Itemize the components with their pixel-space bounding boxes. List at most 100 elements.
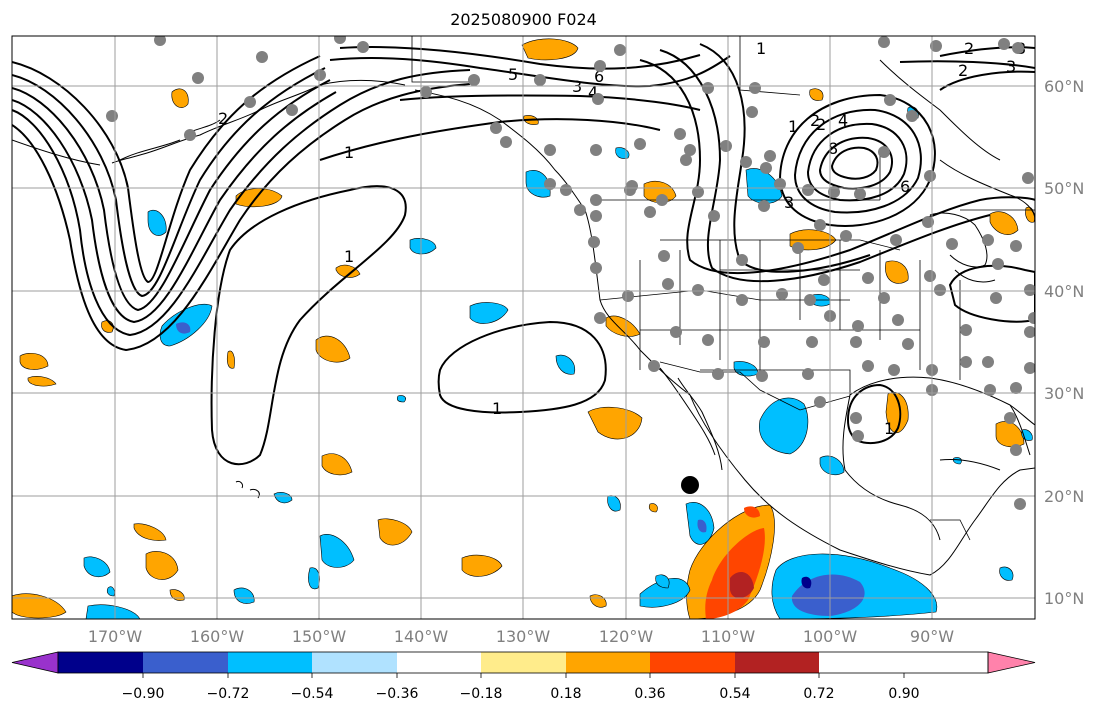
lon-label: 130°W — [496, 627, 551, 646]
station-dot — [1024, 284, 1035, 296]
station-dot — [692, 284, 704, 296]
colorbar-tick-label: 0.36 — [634, 686, 665, 702]
station-dot — [594, 312, 606, 324]
station-dot — [998, 38, 1010, 50]
station-dot — [712, 368, 724, 380]
station-dot — [590, 144, 602, 156]
station-dot — [756, 370, 768, 382]
station-dot — [960, 324, 972, 336]
station-dot — [924, 170, 936, 182]
colorbar-segment — [481, 652, 566, 673]
station-dot — [792, 242, 804, 254]
station-dot — [644, 206, 656, 218]
lon-label: 90°W — [910, 627, 954, 646]
station-dot — [1012, 42, 1024, 54]
station-dot — [740, 156, 752, 168]
station-dot — [960, 356, 972, 368]
station-dot — [902, 338, 914, 350]
lat-label: 60°N — [1044, 77, 1084, 96]
lat-label: 10°N — [1044, 589, 1084, 608]
station-dot — [594, 60, 606, 72]
station-dot — [534, 74, 546, 86]
station-dot — [802, 368, 814, 380]
station-dot — [702, 82, 714, 94]
station-dot — [934, 284, 946, 296]
station-dot — [184, 129, 196, 141]
station-dot — [1024, 362, 1035, 374]
station-dot — [736, 294, 748, 306]
colorbar-segment — [650, 652, 735, 673]
station-dot — [818, 274, 830, 286]
station-dot — [884, 94, 896, 106]
colorbar-border — [57, 651, 989, 674]
lon-label: 120°W — [599, 627, 654, 646]
station-dot — [888, 364, 900, 376]
station-dot — [544, 144, 556, 156]
station-dot — [862, 272, 874, 284]
station-dot — [286, 104, 298, 116]
contour-label: 1 — [884, 419, 894, 438]
station-dot — [990, 292, 1002, 304]
station-dot — [256, 51, 268, 63]
station-dot — [850, 336, 862, 348]
station-dot — [154, 36, 166, 46]
station-dot — [878, 146, 890, 158]
station-dot — [420, 86, 432, 98]
colorbar-tick-labels: −0.90 −0.72 −0.54 −0.36 −0.18 0.18 0.36 … — [122, 686, 920, 702]
station-dot — [720, 140, 732, 152]
contour-label: 1 — [788, 117, 798, 136]
station-dot — [1004, 412, 1016, 424]
colorbar-segment — [312, 652, 397, 673]
station-dot — [1010, 382, 1022, 394]
colorbar-tick-label: 0.72 — [803, 686, 834, 702]
station-dot — [1024, 326, 1035, 338]
station-dot — [192, 72, 204, 84]
station-dot — [776, 288, 788, 300]
station-dot — [774, 178, 786, 190]
station-dot — [892, 314, 904, 326]
station-dot — [574, 204, 586, 216]
station-dot — [588, 236, 600, 248]
longitude-labels: 170°W 160°W 150°W 140°W 130°W 120°W 110°… — [88, 627, 954, 646]
station-dot — [357, 41, 369, 53]
station-dot — [544, 178, 556, 190]
contour-label: 2 — [816, 115, 826, 134]
colorbar — [11, 651, 1036, 678]
station-dot — [828, 186, 840, 198]
colorbar-extend-max — [987, 651, 1036, 674]
station-dot — [922, 216, 934, 228]
contour-label: 1 — [344, 143, 354, 162]
contour-label: 1 — [756, 39, 766, 58]
station-dot — [592, 93, 604, 105]
colorbar-tick-label: −0.18 — [460, 686, 503, 702]
colorbar-tick-label: −0.90 — [122, 686, 165, 702]
contour-label: 3 — [1006, 57, 1016, 76]
station-dot — [878, 292, 890, 304]
lat-label: 50°N — [1044, 179, 1084, 198]
station-dot — [804, 294, 816, 306]
station-dot — [758, 336, 770, 348]
station-dot — [490, 122, 502, 134]
colorbar-tick-label: 0.18 — [550, 686, 581, 702]
station-dot — [648, 360, 660, 372]
station-dot — [314, 69, 326, 81]
station-dot — [852, 320, 864, 332]
map-title: 2025080900 F024 — [450, 10, 597, 29]
station-dot — [684, 144, 696, 156]
station-dot — [806, 336, 818, 348]
station-dot — [878, 36, 890, 48]
station-markers — [106, 36, 1035, 510]
station-dot — [924, 270, 936, 282]
station-dot — [850, 412, 862, 424]
colorbar-tick-label: 0.54 — [719, 686, 750, 702]
station-dot — [1014, 498, 1026, 510]
contour-label: 6 — [594, 67, 604, 86]
colorbar-tick-label: −0.72 — [207, 686, 250, 702]
map-layers: 1 1 1 1 2 3 4 5 6 8 1 2 3 6 2 3 4 1 2 2 … — [12, 36, 1035, 619]
graticule — [12, 36, 1035, 619]
colorbar-segment — [143, 652, 228, 673]
contour-label: 1 — [492, 399, 502, 418]
station-dot — [614, 44, 626, 56]
colorbar-segment — [228, 652, 312, 673]
station-dot — [840, 230, 852, 242]
